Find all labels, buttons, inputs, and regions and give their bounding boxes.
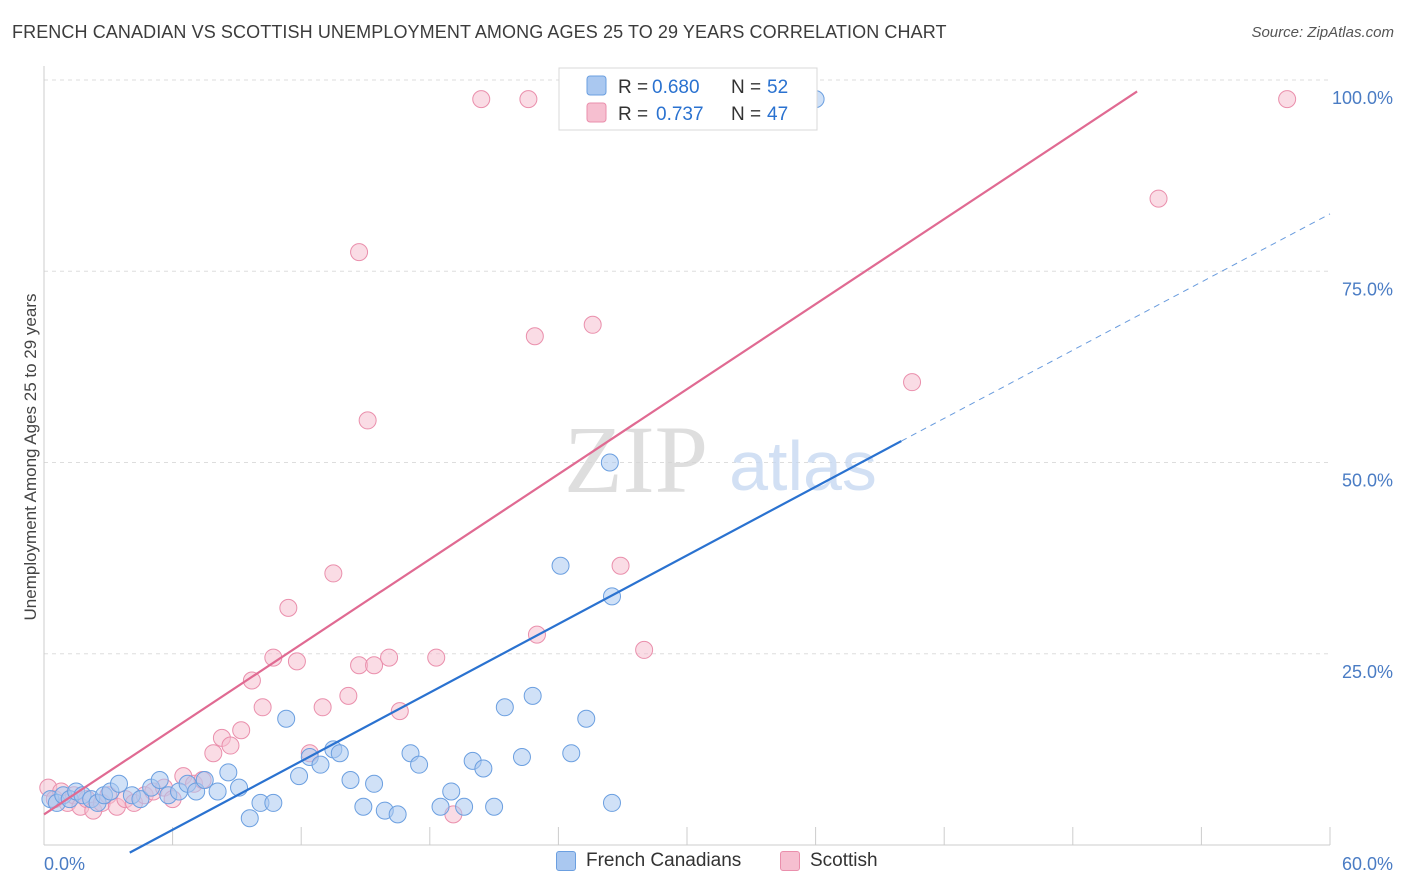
- scottish-point: [380, 648, 399, 667]
- french-canadian-point: [388, 805, 407, 824]
- y-tick-label: 100.0%: [1332, 88, 1393, 108]
- scottish-point: [903, 373, 922, 392]
- french-canadian-point: [431, 797, 450, 816]
- scottish-point: [204, 744, 223, 763]
- french-canadian-trend-extension: [901, 213, 1331, 442]
- french-canadian-point: [150, 770, 169, 789]
- legend-swatch-blue: [556, 851, 576, 871]
- scottish-point: [350, 243, 369, 262]
- french-canadian-point: [365, 774, 384, 793]
- correlation-legend: R = 0.680 N = 52 R = 0.737 N = 47: [558, 67, 818, 131]
- scottish-point: [358, 411, 377, 430]
- y-tick-label: 50.0%: [1342, 471, 1393, 491]
- french-canadian-point: [455, 797, 474, 816]
- french-canadian-point: [110, 774, 129, 793]
- legend-blue-r-value: 0.680: [652, 77, 700, 98]
- scottish-point: [313, 698, 332, 717]
- legend-blue-r-label: R =: [618, 77, 648, 98]
- french-canadian-point: [485, 797, 504, 816]
- series-legend: French Canadians Scottish: [0, 850, 1406, 880]
- french-canadian-point: [264, 793, 283, 812]
- scottish-point: [339, 686, 358, 705]
- french-canadian-point: [602, 793, 621, 812]
- legend-blue-swatch: [586, 75, 607, 96]
- scottish-point: [287, 652, 306, 671]
- legend-label-scottish: Scottish: [810, 850, 878, 871]
- y-axis-label: Unemployment Among Ages 25 to 29 years: [21, 294, 40, 621]
- legend-blue-n-label: N =: [731, 77, 761, 98]
- french-canadian-trend-line: [129, 440, 902, 854]
- legend-label-french-canadians: French Canadians: [586, 850, 742, 871]
- x-tick-label: 0.0%: [44, 854, 85, 874]
- french-canadian-point: [354, 797, 373, 816]
- y-tick-label: 75.0%: [1342, 279, 1393, 299]
- scottish-point: [242, 671, 261, 690]
- x-tick-label: 60.0%: [1342, 854, 1393, 874]
- scottish-point: [232, 721, 251, 740]
- french-canadian-point: [562, 744, 581, 763]
- scottish-point: [583, 315, 602, 334]
- scottish-point: [350, 656, 369, 675]
- french-canadian-point: [551, 556, 570, 575]
- french-canadian-point: [523, 686, 542, 705]
- french-canadian-points: [41, 90, 825, 828]
- french-canadian-point: [474, 759, 493, 778]
- french-canadian-point: [577, 709, 596, 728]
- legend-item-scottish[interactable]: Scottish: [780, 850, 878, 872]
- french-canadian-point: [240, 809, 259, 828]
- legend-item-french-canadians[interactable]: French Canadians: [556, 850, 741, 872]
- scottish-point: [365, 656, 384, 675]
- french-canadian-point: [219, 763, 238, 782]
- chart-title: FRENCH CANADIAN VS SCOTTISH UNEMPLOYMENT…: [12, 22, 947, 42]
- grid-lines: [44, 79, 1330, 655]
- scottish-point: [472, 90, 491, 109]
- french-canadian-point: [512, 748, 531, 767]
- scottish-point: [635, 640, 654, 659]
- french-canadian-point: [495, 698, 514, 717]
- scottish-trend-line: [43, 90, 1138, 816]
- legend-pink-n-value: 47: [767, 104, 788, 125]
- french-canadian-point: [311, 755, 330, 774]
- scottish-point: [279, 598, 298, 617]
- scottish-point: [519, 90, 538, 109]
- legend-pink-r-label: R =: [618, 104, 648, 125]
- scottish-point: [324, 564, 343, 583]
- french-canadian-point: [410, 755, 429, 774]
- trend-lines: [43, 90, 1331, 854]
- scottish-point: [1278, 90, 1297, 109]
- scottish-point: [427, 648, 446, 667]
- scottish-point: [525, 327, 544, 346]
- legend-blue-n-value: 52: [767, 77, 788, 98]
- legend-pink-r-value: 0.737: [656, 104, 704, 125]
- french-canadian-point: [341, 770, 360, 789]
- tick-labels: 25.0% 50.0% 75.0% 100.0% 0.0% 60.0%: [44, 88, 1393, 874]
- french-canadian-point: [330, 744, 349, 763]
- french-canadian-point: [442, 782, 461, 801]
- french-canadian-point: [277, 709, 296, 728]
- french-canadian-point: [290, 767, 309, 786]
- chart-source: Source: ZipAtlas.com: [1251, 24, 1394, 41]
- french-canadian-point: [208, 782, 227, 801]
- scottish-point: [611, 556, 630, 575]
- french-canadian-point: [131, 790, 150, 809]
- y-tick-label: 25.0%: [1342, 662, 1393, 682]
- legend-swatch-pink: [780, 851, 800, 871]
- scottish-point: [253, 698, 272, 717]
- scottish-point: [1149, 189, 1168, 208]
- legend-pink-n-label: N =: [731, 104, 761, 125]
- scottish-point: [221, 736, 240, 755]
- legend-pink-swatch: [586, 102, 607, 123]
- french-canadian-point: [195, 770, 214, 789]
- french-canadian-point: [600, 453, 619, 472]
